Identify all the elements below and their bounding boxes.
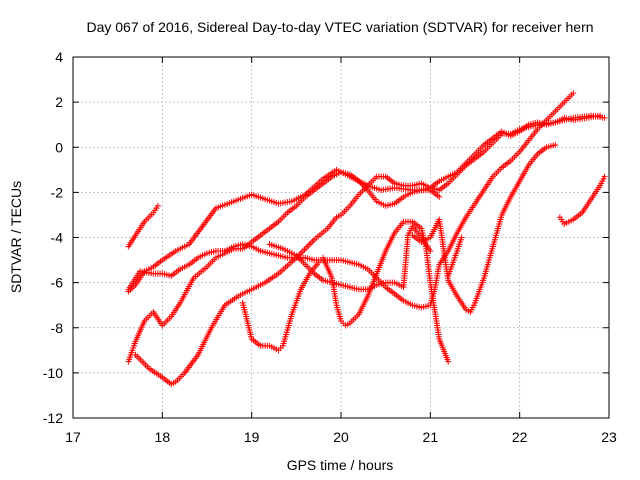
y-tick-label: -8 bbox=[51, 320, 64, 336]
data-point bbox=[601, 114, 608, 121]
x-tick-label: 21 bbox=[423, 429, 439, 445]
x-tick-label: 18 bbox=[155, 429, 171, 445]
data-point bbox=[427, 248, 434, 255]
data-point bbox=[436, 193, 443, 200]
x-tick-label: 23 bbox=[601, 429, 617, 445]
series-1 bbox=[125, 202, 161, 250]
series-9 bbox=[445, 234, 465, 279]
series-5 bbox=[132, 112, 604, 388]
y-tick-label: -4 bbox=[51, 230, 64, 246]
y-tick-label: -12 bbox=[43, 410, 63, 426]
y-tick-label: -10 bbox=[43, 365, 63, 381]
plot-frame bbox=[72, 56, 610, 419]
y-tick-label: -6 bbox=[51, 275, 64, 291]
data-marks bbox=[125, 90, 608, 388]
data-point bbox=[552, 141, 559, 148]
series-3 bbox=[125, 112, 608, 365]
y-tick-labels: 4 2 0 -2 -4 -6 -8 -10 -12 bbox=[43, 49, 63, 426]
y-tick-label: 0 bbox=[55, 139, 63, 155]
series-6 bbox=[239, 218, 452, 365]
data-point bbox=[570, 90, 577, 97]
data-point bbox=[601, 173, 608, 180]
data-point bbox=[458, 234, 465, 241]
y-tick-label: 2 bbox=[55, 94, 63, 110]
grid-lines bbox=[73, 57, 609, 418]
series-7 bbox=[266, 223, 434, 293]
x-axis-label: GPS time / hours bbox=[287, 457, 394, 473]
y-axis-label: SDTVAR / TECUs bbox=[8, 181, 24, 293]
y-tick-label: 4 bbox=[55, 49, 63, 65]
series-10 bbox=[556, 173, 608, 227]
x-tick-label: 19 bbox=[244, 429, 260, 445]
x-tick-labels: 17 18 19 20 21 22 23 bbox=[65, 429, 617, 445]
data-point bbox=[445, 358, 452, 365]
data-point bbox=[154, 202, 161, 209]
x-tick-label: 17 bbox=[65, 429, 81, 445]
x-tick-label: 22 bbox=[512, 429, 528, 445]
chart-title: Day 067 of 2016, Sidereal Day-to-day VTE… bbox=[86, 19, 593, 35]
y-tick-label: -2 bbox=[51, 184, 64, 200]
series-8 bbox=[409, 141, 559, 315]
data-point bbox=[597, 112, 604, 119]
x-tick-label: 20 bbox=[333, 429, 349, 445]
